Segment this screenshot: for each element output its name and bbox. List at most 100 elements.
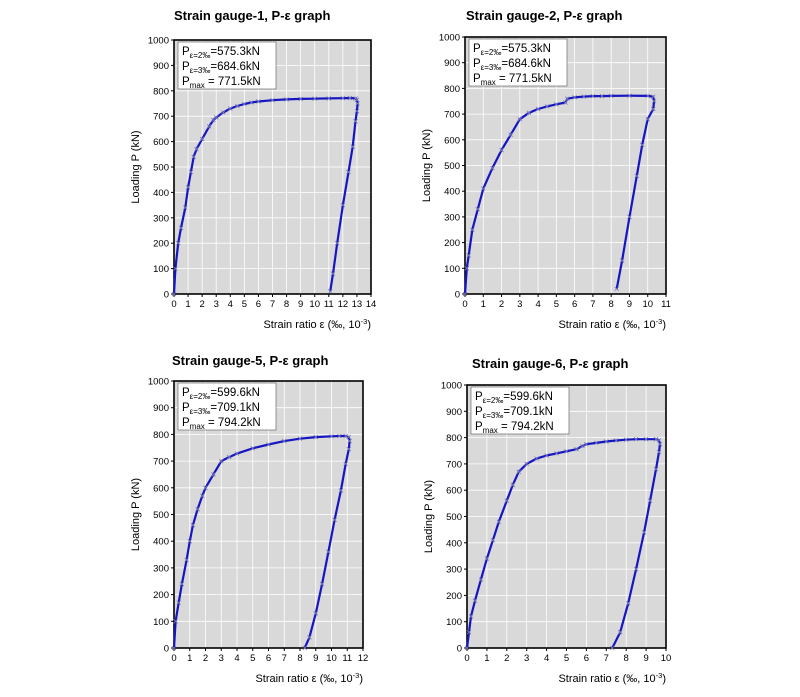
x-tick-label: 14	[366, 299, 377, 310]
y-tick-label: 600	[153, 137, 169, 148]
data-point	[340, 95, 346, 101]
x-tick-label: 13	[352, 299, 363, 310]
data-point	[185, 185, 191, 190]
data-point	[313, 611, 319, 616]
data-point	[206, 124, 212, 129]
data-point	[478, 577, 484, 582]
chart-title: Strain gauge-2, P-ε graph	[466, 8, 622, 23]
data-point	[191, 154, 196, 160]
x-tick-label: 10	[661, 653, 672, 664]
x-tick-label: 9	[643, 653, 648, 664]
y-tick-label: 900	[446, 407, 462, 418]
x-tick-label: 9	[298, 299, 303, 310]
y-tick-label: 1000	[148, 36, 169, 47]
annotation-text: Pε=2‰=575.3kN	[182, 46, 260, 60]
data-point	[554, 451, 559, 456]
data-point	[284, 97, 289, 102]
data-point	[490, 165, 495, 171]
y-tick-label: 600	[446, 486, 462, 497]
data-point	[347, 95, 353, 101]
data-point	[190, 522, 196, 528]
x-tick-label: 2	[203, 653, 208, 664]
data-point	[650, 94, 656, 99]
x-tick-label: 5	[242, 299, 247, 310]
y-axis-label: Loading P (kN)	[130, 130, 142, 203]
annotation-text: Pmax = 794.2kN	[475, 421, 554, 435]
x-tick-label: 3	[219, 653, 224, 664]
data-point	[534, 456, 539, 461]
data-point	[297, 436, 303, 441]
annotation-box	[177, 382, 277, 431]
data-point	[634, 173, 640, 179]
data-point	[594, 440, 599, 446]
data-point	[200, 493, 205, 499]
y-tick-label: 400	[153, 188, 169, 199]
annotation-text: Pmax = 794.2kN	[182, 417, 261, 431]
data-point	[657, 441, 663, 447]
data-point	[475, 206, 481, 212]
annotation-box	[468, 38, 568, 87]
data-point	[496, 519, 502, 525]
data-point	[307, 635, 312, 640]
data-point	[468, 614, 474, 619]
y-tick-label: 500	[153, 510, 169, 521]
data-point	[188, 169, 194, 175]
x-tick-label: 0	[462, 299, 467, 310]
x-tick-label: 2	[199, 299, 204, 310]
data-point	[184, 557, 189, 563]
data-point	[641, 529, 647, 535]
data-point	[480, 186, 486, 191]
chart-2: Strain gauge-2, P-ε graph 0 1 2 3 4 5 6 7 8 9 10 11 0…	[421, 8, 671, 331]
data-point	[504, 498, 510, 504]
x-tick-label: 1	[481, 299, 486, 310]
data-point	[464, 645, 470, 651]
annotation-text: Pε=2‰=575.3kN	[473, 43, 551, 57]
y-tick-label: 900	[153, 403, 169, 414]
x-tick-label: 9	[313, 653, 318, 664]
y-tick-label: 0	[164, 290, 169, 301]
x-tick-label: 6	[572, 299, 577, 310]
x-tick-label: 2	[499, 299, 504, 310]
x-tick-label: 5	[564, 653, 569, 664]
annotation-text: Pε=2‰=599.6kN	[182, 387, 260, 401]
data-point	[639, 142, 645, 148]
data-point	[234, 451, 240, 456]
y-tick-label: 200	[153, 590, 169, 601]
y-tick-label: 200	[153, 239, 169, 250]
data-point	[656, 437, 662, 443]
data-point	[619, 258, 625, 263]
y-tick-label: 300	[153, 563, 169, 574]
x-tick-label: 0	[464, 653, 469, 664]
data-point	[651, 98, 657, 104]
data-point	[195, 506, 200, 512]
data-point	[281, 438, 287, 444]
x-tick-label: 0	[171, 299, 176, 310]
data-point	[526, 110, 532, 116]
data-point	[211, 472, 216, 477]
y-tick-label: 400	[153, 537, 169, 548]
data-point	[354, 97, 360, 102]
data-point	[199, 136, 205, 142]
y-tick-label: 700	[153, 112, 169, 123]
data-point	[599, 93, 605, 99]
data-point	[609, 645, 615, 651]
data-point	[614, 286, 619, 292]
data-point	[466, 629, 472, 635]
data-point	[176, 600, 182, 605]
y-tick-label: 400	[446, 538, 462, 549]
data-point	[337, 433, 342, 439]
data-point	[590, 93, 596, 99]
chart-title: Strain gauge-6, P-ε graph	[472, 356, 628, 371]
annotation-box	[470, 386, 570, 435]
y-axis-label: Loading P (kN)	[423, 480, 435, 553]
x-tick-label: 12	[358, 653, 369, 664]
y-tick-label: 500	[153, 163, 169, 174]
data-point	[347, 438, 352, 444]
y-tick-label: 200	[444, 238, 460, 249]
y-tick-label: 900	[153, 61, 169, 72]
data-point	[340, 202, 346, 208]
x-axis-label: Strain ratio ε (‰, 10-3)	[255, 671, 363, 685]
x-tick-label: 2	[504, 653, 509, 664]
y-axis-label: Loading P (kN)	[421, 129, 433, 202]
x-tick-label: 11	[342, 653, 352, 664]
